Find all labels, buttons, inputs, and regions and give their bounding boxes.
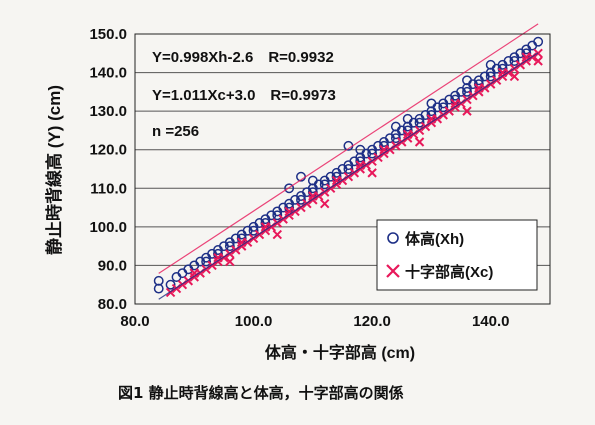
data-point-xh	[153, 275, 164, 286]
data-point-xh	[343, 164, 354, 174]
legend-marker-xc	[386, 264, 400, 278]
data-point-xh	[284, 183, 295, 194]
legend: 体高(Xh) 十字部高(Xc)	[376, 219, 538, 291]
data-point-xc	[331, 175, 342, 186]
data-point-xc	[320, 199, 330, 209]
data-point-xh	[485, 59, 496, 70]
y-tick-label: 90.0	[98, 257, 127, 274]
data-point-xc	[213, 253, 223, 263]
data-point-xc	[450, 98, 460, 109]
data-point-xh	[438, 102, 449, 113]
regression-line	[158, 23, 539, 274]
regression-lines	[158, 23, 539, 300]
equation-xc: Y=1.011Xc+3.0 R=0.9973	[152, 87, 336, 104]
data-point-xc	[284, 206, 294, 217]
data-point-xh	[462, 75, 472, 86]
data-point-xc	[260, 222, 271, 232]
data-point-xh	[165, 279, 176, 290]
y-tick-labels: 80.0 90.0 100.0 110.0 120.0 130.0 140.0 150.0	[89, 26, 127, 313]
data-point-xh	[224, 241, 235, 252]
data-point-xc	[379, 145, 389, 155]
data-point-xc	[225, 256, 235, 267]
data-point-xh	[485, 71, 496, 82]
data-point-xh	[201, 256, 212, 267]
data-point-xc	[533, 56, 543, 66]
sample-size: n =256	[152, 123, 199, 140]
legend-box	[376, 219, 538, 291]
data-point-xc	[474, 83, 484, 93]
x-tick-labels: 80.0 100.0 120.0 140.0	[120, 313, 509, 330]
data-point-xh	[390, 121, 401, 132]
data-point-xh	[390, 133, 401, 144]
equation-xh: Y=0.998Xh-2.6 R=0.9932	[152, 49, 334, 66]
data-point-xh	[296, 194, 306, 205]
y-tick-label: 130.0	[89, 103, 127, 120]
data-point-xh	[367, 148, 378, 159]
data-point-xc	[237, 237, 247, 247]
data-point-xc	[497, 67, 508, 78]
y-tick-label: 110.0	[90, 180, 127, 197]
y-tick-label: 120.0	[89, 142, 127, 159]
data-point-xc	[272, 229, 282, 240]
data-point-xh	[319, 179, 330, 190]
data-point-xc	[355, 160, 365, 170]
data-point-xc	[509, 71, 520, 82]
data-point-xh	[307, 175, 318, 186]
x-tick-label: 140.0	[472, 313, 510, 330]
data-point-xh	[426, 98, 437, 109]
x-tick-label: 80.0	[120, 313, 149, 330]
y-axis-label: 静止時背線高 (Y) (cm)	[44, 85, 64, 255]
y-tick-label: 100.0	[89, 219, 127, 236]
legend-marker-xh	[387, 232, 399, 244]
legend-label-xh: 体高(Xh)	[405, 230, 464, 248]
y-tick-label: 140.0	[89, 65, 127, 82]
data-point-xh	[402, 113, 413, 124]
data-point-xh	[248, 225, 259, 236]
regression-line	[158, 52, 539, 300]
x-tick-label: 120.0	[353, 313, 391, 330]
data-point-xh	[509, 56, 520, 66]
y-tick-label: 80.0	[98, 296, 127, 313]
data-point-xc	[403, 129, 413, 139]
data-point-xc	[189, 268, 199, 278]
data-point-xc	[521, 52, 531, 62]
x-tick-label: 100.0	[235, 313, 273, 330]
plot-frame	[134, 33, 551, 305]
y-tick-label: 150.0	[89, 26, 127, 43]
figure-caption: 図1 静止時背線高と体高，十字部高の関係	[118, 384, 404, 402]
data-point-xc	[426, 114, 437, 124]
data-point-xc	[308, 191, 318, 201]
data-point-xh	[533, 36, 544, 47]
data-point-xh	[355, 144, 366, 155]
data-point-xc	[462, 106, 472, 116]
legend-label-xc: 十字部高(Xc)	[405, 263, 493, 281]
data-point-xh	[462, 86, 472, 97]
series-xh	[153, 36, 544, 294]
data-point-xh	[414, 117, 425, 128]
data-point-xh	[272, 210, 283, 221]
x-axis-label: 体高・十字部高 (cm)	[265, 343, 415, 362]
data-point-xc	[367, 168, 377, 178]
data-point-xc	[414, 137, 425, 147]
